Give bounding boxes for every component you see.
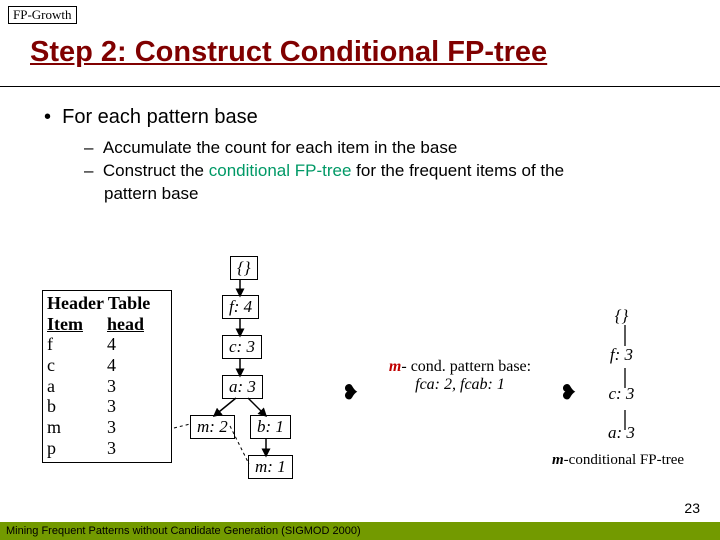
bullet-sub-2b: pattern base	[104, 183, 564, 206]
title-rule	[0, 86, 720, 87]
table-row: 3	[107, 417, 116, 438]
page-number: 23	[684, 500, 700, 516]
tree-node-m1: m: 1	[248, 455, 293, 479]
table-row: a	[47, 376, 107, 397]
arrow-icon: ❥	[560, 380, 577, 405]
header-col-head: head	[107, 314, 144, 335]
bullet-sub-2: – Construct the conditional FP-tree for …	[84, 160, 564, 183]
cond-pattern-base: m- cond. pattern base: fca: 2, fcab: 1	[370, 358, 550, 394]
table-row: 3	[107, 396, 116, 417]
table-row: m	[47, 417, 107, 438]
slide-title: Step 2: Construct Conditional FP-tree	[30, 36, 547, 69]
cond-fp-tree: {} f: 3 c: 3 a: 3	[608, 305, 635, 443]
header-table-title: Header Table	[47, 293, 167, 314]
tree-node-b1: b: 1	[250, 415, 291, 439]
table-row: 3	[107, 438, 116, 459]
footer-bar: Mining Frequent Patterns without Candida…	[0, 522, 720, 540]
tree-node-root: {}	[230, 256, 258, 280]
cond-tree-caption: m-conditional FP-tree	[552, 452, 684, 469]
table-row: 4	[107, 355, 116, 376]
tree-node-a3: a: 3	[222, 375, 263, 399]
table-row: 4	[107, 334, 116, 355]
bullet-main: • For each pattern base	[44, 106, 564, 129]
arrow-icon: ❥	[342, 380, 359, 405]
header-table: Header Table Item head f4 c4 a3 b3 m3 p3	[42, 290, 172, 463]
bullet-sub-1: – Accumulate the count for each item in …	[84, 137, 564, 160]
tree-node-f4: f: 4	[222, 295, 259, 319]
topic-chip: FP-Growth	[8, 6, 77, 24]
tree-node-c3: c: 3	[222, 335, 262, 359]
header-col-item: Item	[47, 314, 107, 335]
table-row: 3	[107, 376, 116, 397]
table-row: b	[47, 396, 107, 417]
tree-node-m2: m: 2	[190, 415, 235, 439]
table-row: p	[47, 438, 107, 459]
bullet-list: • For each pattern base – Accumulate the…	[44, 106, 564, 206]
table-row: f	[47, 334, 107, 355]
table-row: c	[47, 355, 107, 376]
